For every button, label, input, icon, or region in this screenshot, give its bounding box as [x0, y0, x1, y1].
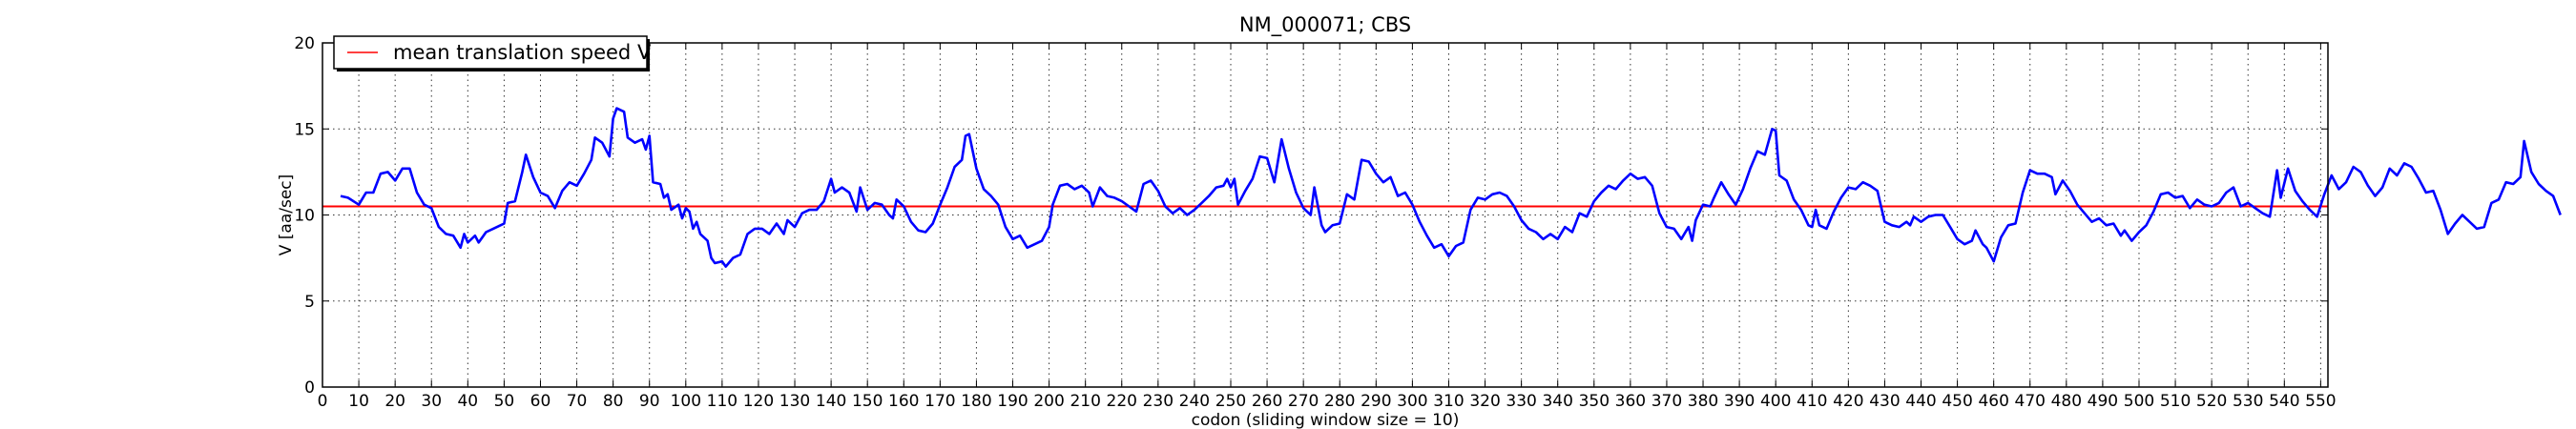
y-tick-label: 20 [294, 34, 315, 53]
x-tick-label: 110 [707, 392, 737, 411]
x-tick-label: 480 [2051, 392, 2082, 411]
x-tick-label: 280 [1324, 392, 1355, 411]
x-tick-label: 50 [494, 392, 515, 411]
x-tick-label: 170 [924, 392, 955, 411]
x-tick-label: 360 [1615, 392, 1646, 411]
x-tick-label: 350 [1579, 392, 1610, 411]
y-tick-label: 5 [304, 293, 315, 312]
x-tick-label: 450 [1942, 392, 1972, 411]
x-tick-label: 500 [2124, 392, 2154, 411]
legend: mean translation speed V [333, 35, 652, 72]
x-tick-label: 70 [567, 392, 588, 411]
x-tick-label: 400 [1760, 392, 1791, 411]
x-tick-label: 30 [421, 392, 442, 411]
x-axis-label: codon (sliding window size = 10) [1192, 411, 1460, 429]
x-tick-label: 520 [2196, 392, 2227, 411]
x-tick-label: 490 [2088, 392, 2118, 411]
x-tick-label: 300 [1397, 392, 1427, 411]
x-tick-label: 190 [997, 392, 1028, 411]
x-tick-label: 340 [1542, 392, 1572, 411]
x-tick-label: 470 [2015, 392, 2046, 411]
x-tick-label: 290 [1361, 392, 1391, 411]
x-tick-label: 530 [2233, 392, 2263, 411]
x-tick-label: 550 [2305, 392, 2336, 411]
x-tick-label: 250 [1215, 392, 1246, 411]
x-tick-label: 0 [318, 392, 328, 411]
x-tick-label: 540 [2269, 392, 2299, 411]
grid-lines [322, 43, 2328, 387]
speed-series-line [340, 107, 2562, 268]
x-tick-label: 430 [1869, 392, 1900, 411]
x-tick-label: 130 [779, 392, 810, 411]
y-tick-label: 10 [294, 207, 315, 226]
x-tick-label: 160 [888, 392, 919, 411]
chart-title: NM_000071; CBS [1239, 13, 1411, 37]
x-tick-label: 420 [1833, 392, 1863, 411]
x-tick-label: 40 [457, 392, 478, 411]
legend-box [333, 35, 648, 70]
y-tick-label: 0 [304, 378, 315, 398]
series-layer [340, 107, 2562, 268]
x-tick-label: 100 [671, 392, 701, 411]
x-tick-label: 80 [603, 392, 624, 411]
x-tick-label: 60 [530, 392, 551, 411]
x-tick-label: 440 [1905, 392, 1936, 411]
x-tick-label: 210 [1070, 392, 1100, 411]
x-tick-label: 260 [1252, 392, 1282, 411]
y-axis-label: V [aa/sec] [277, 174, 296, 256]
x-tick-label: 270 [1288, 392, 1319, 411]
x-tick-label: 220 [1107, 392, 1137, 411]
y-axis-ticks: 0 5 10 15 20 [294, 34, 2328, 398]
x-tick-label: 120 [743, 392, 774, 411]
x-tick-label: 150 [852, 392, 883, 411]
x-tick-label: 460 [1978, 392, 2008, 411]
x-tick-label: 310 [1433, 392, 1464, 411]
x-tick-label: 370 [1652, 392, 1682, 411]
x-tick-label: 90 [639, 392, 660, 411]
x-tick-label: 380 [1688, 392, 1718, 411]
x-tick-label: 410 [1797, 392, 1827, 411]
x-tick-label: 240 [1179, 392, 1210, 411]
y-tick-label: 15 [294, 120, 315, 139]
x-tick-label: 180 [961, 392, 991, 411]
x-axis-ticks: 0 10 20 30 40 50 60 70 80 90 100 110 120 130 140 150 160… [318, 43, 2337, 411]
x-tick-label: 510 [2160, 392, 2191, 411]
x-tick-label: 200 [1033, 392, 1064, 411]
x-tick-label: 10 [348, 392, 369, 411]
x-tick-label: 20 [384, 392, 405, 411]
x-tick-label: 330 [1506, 392, 1536, 411]
x-tick-label: 140 [816, 392, 846, 411]
x-tick-label: 390 [1724, 392, 1755, 411]
x-tick-label: 320 [1469, 392, 1500, 411]
x-tick-label: 230 [1143, 392, 1174, 411]
legend-label: mean translation speed V [393, 41, 652, 64]
